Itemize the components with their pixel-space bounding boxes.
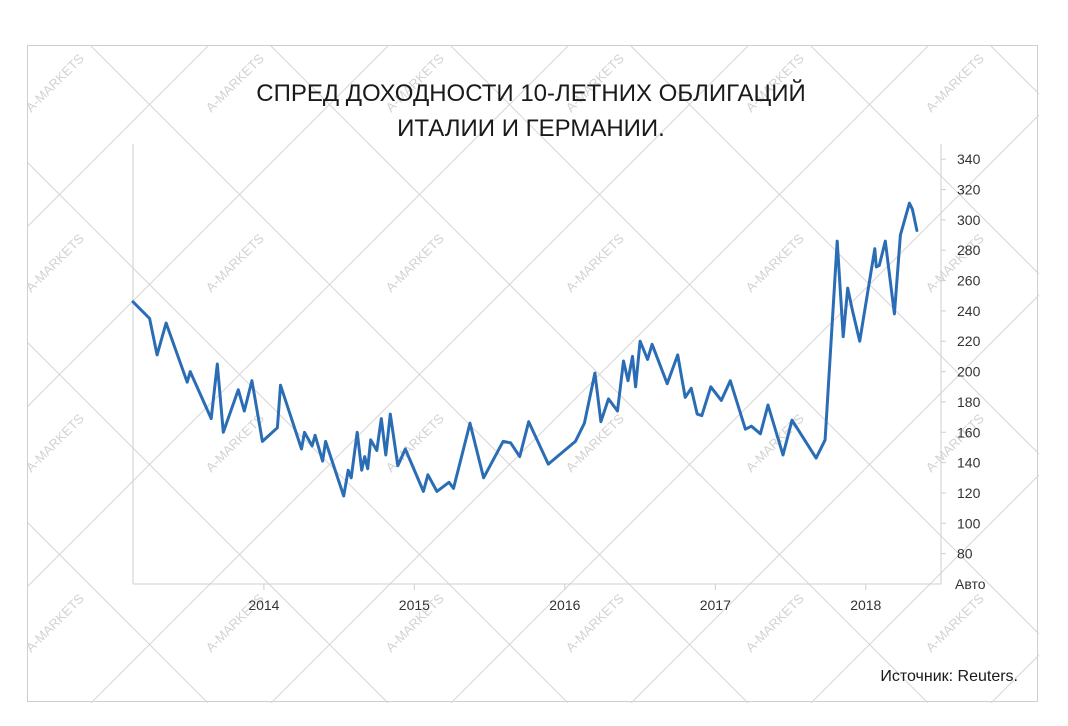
series-layer bbox=[131, 201, 919, 498]
watermark-logo: A-MARKETS bbox=[28, 590, 87, 654]
y-tick-label: 300 bbox=[957, 212, 981, 228]
y-tick-label: 120 bbox=[957, 485, 981, 501]
watermark-logo: A-MARKETS bbox=[28, 50, 87, 114]
watermark-line bbox=[630, 294, 1039, 703]
watermark-line bbox=[810, 474, 1039, 703]
chart-svg: A-MARKETS A-MARKETS A-MARKETS A-MARKETS A-MA… bbox=[28, 46, 1039, 703]
watermark-logo: A-MARKETS bbox=[383, 230, 447, 294]
y-tick-label: 240 bbox=[957, 303, 981, 319]
x-tick-label: 2017 bbox=[700, 597, 731, 613]
x-tick-label: 2016 bbox=[549, 597, 580, 613]
y-tick-label: 180 bbox=[957, 394, 981, 410]
y-tick-label: 140 bbox=[957, 455, 981, 471]
ticks-layer: 80 100 120 140 160 180 200 220 240 260 280 300 320 34… bbox=[248, 151, 985, 613]
watermark-line bbox=[90, 46, 749, 703]
axes-layer bbox=[132, 144, 942, 585]
y-tick-label: 160 bbox=[957, 424, 981, 440]
watermark-line bbox=[990, 654, 1039, 703]
watermark-line bbox=[28, 46, 569, 587]
watermark-logo: A-MARKETS bbox=[203, 230, 267, 294]
watermark-line bbox=[28, 522, 209, 703]
y-tick-label: 220 bbox=[957, 333, 981, 349]
y-tick-label: 200 bbox=[957, 364, 981, 380]
y-tick-label: 320 bbox=[957, 182, 981, 198]
watermark-line bbox=[28, 46, 209, 227]
y-unit-label: Авто bbox=[955, 576, 986, 592]
y-tick-label: 260 bbox=[957, 273, 981, 289]
x-tick-label: 2018 bbox=[850, 597, 881, 613]
watermark-logo: A-MARKETS bbox=[743, 230, 807, 294]
watermark-logo: A-MARKETS bbox=[743, 410, 807, 474]
series-line bbox=[131, 201, 919, 498]
watermark-logo: A-MARKETS bbox=[923, 50, 987, 114]
y-tick-label: 280 bbox=[957, 242, 981, 258]
chart-title-line-1: СПРЕД ДОХОДНОСТИ 10-ЛЕТНИХ ОБЛИГАЦИЙ bbox=[256, 79, 806, 107]
x-tick-label: 2014 bbox=[248, 597, 279, 613]
watermark-logo: A-MARKETS bbox=[743, 590, 807, 654]
watermark-logo: A-MARKETS bbox=[28, 230, 87, 294]
watermark-line bbox=[28, 46, 389, 407]
chart-title-line-2: ИТАЛИИ И ГЕРМАНИИ. bbox=[397, 115, 665, 142]
watermark-layer: A-MARKETS A-MARKETS A-MARKETS A-MARKETS A-MA… bbox=[28, 46, 1039, 703]
y-tick-label: 100 bbox=[957, 515, 981, 531]
watermark-logo: A-MARKETS bbox=[28, 410, 87, 474]
watermark-line bbox=[450, 46, 1039, 635]
watermark-line bbox=[810, 46, 1039, 275]
y-tick-label: 340 bbox=[957, 151, 981, 167]
chart-frame: A-MARKETS A-MARKETS A-MARKETS A-MARKETS A-MA… bbox=[27, 45, 1039, 703]
watermark-logo: A-MARKETS bbox=[923, 590, 987, 654]
x-tick-label: 2015 bbox=[399, 597, 430, 613]
watermark-line bbox=[990, 46, 1039, 95]
source-note: Источник: Reuters. bbox=[880, 668, 1018, 685]
watermark-logo: A-MARKETS bbox=[563, 230, 627, 294]
watermark-line bbox=[450, 114, 1039, 703]
y-tick-label: 80 bbox=[957, 546, 973, 562]
watermark-line bbox=[270, 46, 929, 703]
